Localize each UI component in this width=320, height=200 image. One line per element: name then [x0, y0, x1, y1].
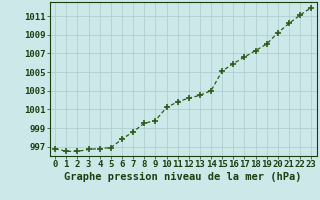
X-axis label: Graphe pression niveau de la mer (hPa): Graphe pression niveau de la mer (hPa)	[64, 172, 302, 182]
